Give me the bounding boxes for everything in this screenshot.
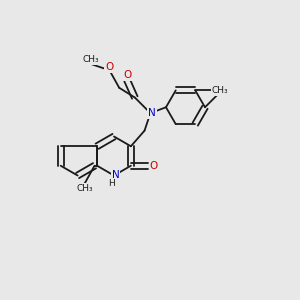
- Text: CH₃: CH₃: [82, 55, 99, 64]
- Text: CH₃: CH₃: [212, 86, 228, 95]
- Text: CH₃: CH₃: [76, 184, 93, 193]
- Text: N: N: [112, 170, 119, 181]
- Text: O: O: [105, 62, 114, 72]
- Text: CH₃: CH₃: [212, 86, 228, 95]
- Text: N: N: [148, 108, 156, 118]
- Text: O: O: [150, 161, 158, 171]
- Text: H: H: [109, 179, 115, 188]
- Text: O: O: [124, 70, 132, 80]
